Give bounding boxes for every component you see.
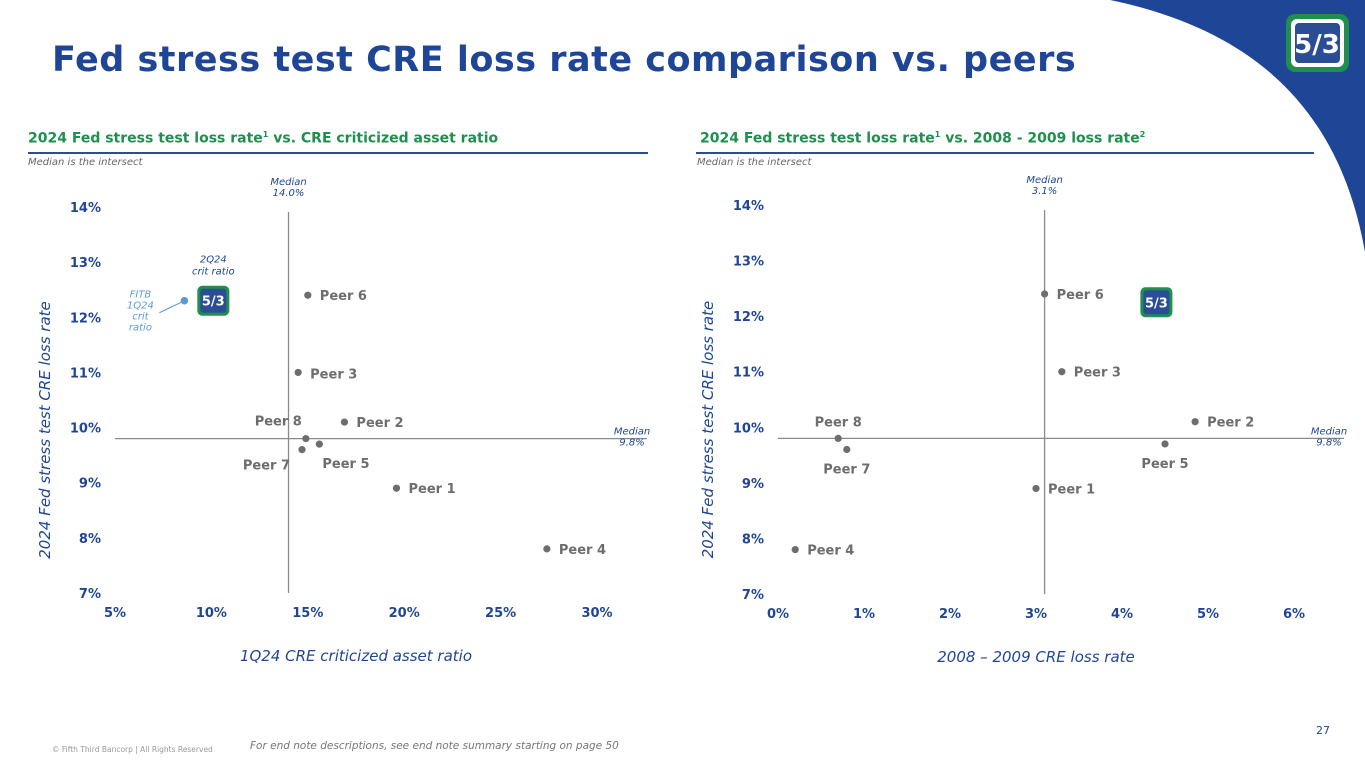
left-data-point xyxy=(340,418,349,426)
right-data-point xyxy=(1191,418,1199,426)
right-data-point xyxy=(791,545,799,554)
left-y-tick-label: 13% xyxy=(70,256,101,271)
left-data-point xyxy=(543,545,551,553)
svg-text:5/3: 5/3 xyxy=(202,295,225,310)
left-y-axis-label: 2024 Fed stress test CRE loss rate xyxy=(36,301,54,559)
right-chart-title: 2024 Fed stress test loss rate1 vs. 2008… xyxy=(700,130,1145,147)
right-data-point-label: Peer 1 xyxy=(1048,482,1095,497)
page-title: Fed stress test CRE loss rate comparison… xyxy=(52,40,1077,80)
left-data-point xyxy=(302,435,310,443)
right-x-tick-label: 0% xyxy=(767,607,789,622)
right-data-point-label: Peer 3 xyxy=(1074,366,1121,381)
right-data-point-label: Peer 8 xyxy=(815,415,862,430)
left-data-point xyxy=(294,368,302,377)
right-chart-note: Median is the intersect xyxy=(697,157,812,168)
right-data-point-label: Peer 6 xyxy=(1057,288,1104,303)
right-x-tick-label: 6% xyxy=(1283,607,1305,622)
left-x-tick-label: 20% xyxy=(389,606,420,621)
left-data-point-label: Peer 5 xyxy=(322,457,369,472)
right-y-tick-label: 7% xyxy=(742,588,764,603)
left-x-tick-label: 30% xyxy=(581,606,612,621)
left-y-tick-label: 11% xyxy=(70,366,101,381)
left-x-tick-label: 25% xyxy=(485,606,516,621)
left-title-main: 2024 Fed stress test loss rate xyxy=(28,130,263,147)
svg-text:5/3: 5/3 xyxy=(1145,296,1168,311)
left-data-point-label: Peer 4 xyxy=(559,543,606,558)
left-data-point-label: Peer 6 xyxy=(320,289,367,304)
right-title-suffix: vs. 2008 - 2009 loss rate xyxy=(940,130,1140,147)
left-title-rule xyxy=(28,152,648,154)
left-y-tick-label: 9% xyxy=(79,477,101,492)
right-y-tick-label: 12% xyxy=(733,310,764,325)
right-median-y-label: Median 9.8% xyxy=(1311,426,1347,448)
left-x-axis-label: 1Q24 CRE criticized asset ratio xyxy=(240,647,472,665)
right-x-tick-label: 4% xyxy=(1111,607,1133,622)
left-title-suffix: vs. CRE criticized asset ratio xyxy=(268,130,499,147)
right-fitb-logo-icon: 5/3 xyxy=(1140,287,1173,318)
right-data-point xyxy=(1058,368,1066,376)
left-chart-note: Median is the intersect xyxy=(28,157,143,168)
right-data-point xyxy=(834,434,842,442)
right-data-point-label: Peer 4 xyxy=(807,544,854,559)
right-data-point-label: Peer 7 xyxy=(823,463,870,478)
right-data-point xyxy=(843,445,851,454)
right-y-tick-label: 14% xyxy=(733,199,764,214)
left-data-point-label: Peer 2 xyxy=(356,416,403,431)
svg-text:5/3: 5/3 xyxy=(1294,30,1340,60)
right-x-tick-label: 3% xyxy=(1025,607,1047,622)
right-y-tick-label: 11% xyxy=(733,366,764,381)
right-data-point-label: Peer 5 xyxy=(1141,457,1188,472)
right-data-point xyxy=(1041,290,1049,298)
right-y-tick-label: 13% xyxy=(733,255,764,270)
left-median-x-label: Median 14.0% xyxy=(270,177,306,199)
left-chart-title: 2024 Fed stress test loss rate1 vs. CRE … xyxy=(28,130,498,147)
right-data-point-label: Peer 2 xyxy=(1207,416,1254,431)
left-fitb-2q24-label: 2Q24 crit ratio xyxy=(192,255,235,278)
left-x-tick-label: 15% xyxy=(292,606,323,621)
left-y-tick-label: 12% xyxy=(70,311,101,326)
page-number: 27 xyxy=(1316,724,1330,737)
left-y-tick-label: 7% xyxy=(79,587,101,602)
left-data-point-label: Peer 7 xyxy=(243,459,290,474)
left-fitb-logo-icon: 5/3 xyxy=(197,285,230,316)
right-y-tick-label: 10% xyxy=(733,421,764,436)
right-x-tick-label: 1% xyxy=(853,607,875,622)
left-y-tick-label: 8% xyxy=(79,532,101,547)
right-y-tick-label: 8% xyxy=(742,532,764,547)
left-x-tick-label: 10% xyxy=(196,606,227,621)
left-data-point xyxy=(298,446,306,454)
right-title-main: 2024 Fed stress test loss rate xyxy=(700,130,935,147)
right-x-tick-label: 2% xyxy=(939,607,961,622)
right-title-sup: 1 xyxy=(934,130,941,139)
right-median-x-label: Median 3.1% xyxy=(1026,175,1062,197)
left-median-y-label: Median 9.8% xyxy=(614,427,650,449)
right-x-axis-label: 2008 – 2009 CRE loss rate xyxy=(937,648,1135,666)
right-x-tick-label: 5% xyxy=(1197,607,1219,622)
left-y-tick-label: 14% xyxy=(70,201,101,216)
end-note-reference: For end note descriptions, see end note … xyxy=(250,740,619,752)
left-fitb-leader-line xyxy=(159,300,185,314)
right-y-axis-label: 2024 Fed stress test CRE loss rate xyxy=(699,301,717,559)
left-y-tick-label: 10% xyxy=(70,422,101,437)
left-data-point xyxy=(392,484,401,492)
right-title-rule xyxy=(696,152,1314,154)
left-data-point xyxy=(315,440,323,448)
left-title-sup: 1 xyxy=(262,130,269,139)
right-y-tick-label: 9% xyxy=(742,477,764,492)
left-data-point xyxy=(304,291,312,299)
left-x-tick-label: 5% xyxy=(104,606,126,621)
left-fitb-1q24-label: FITB 1Q24 crit ratio xyxy=(127,290,154,334)
left-data-point-label: Peer 8 xyxy=(255,415,302,430)
right-data-point xyxy=(1161,440,1169,448)
right-title-sup2: 2 xyxy=(1139,130,1146,139)
right-data-point xyxy=(1032,484,1040,493)
copyright: © Fifth Third Bancorp | All Rights Reser… xyxy=(52,745,213,754)
left-data-point-label: Peer 3 xyxy=(310,367,357,382)
left-data-point-label: Peer 1 xyxy=(408,482,455,497)
